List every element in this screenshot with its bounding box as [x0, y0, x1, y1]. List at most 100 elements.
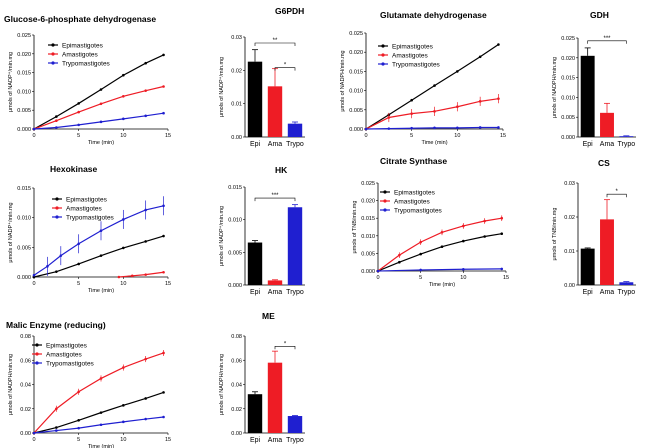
- gdh-line-series-point: [387, 127, 391, 130]
- gdh-bar-ytick-label: 0.020: [561, 56, 575, 62]
- gdh-line-series-line: [365, 98, 499, 130]
- cs-line-series-point: [440, 230, 444, 234]
- hk-line-series-point: [117, 275, 121, 279]
- gdh-line-series-line: [365, 44, 499, 130]
- cs-line-ytick-label: 0.020: [361, 199, 375, 205]
- gdh-line-series-point: [478, 100, 482, 103]
- hk-line-title: Hexokinase: [50, 164, 98, 174]
- hk-line-series-point: [46, 265, 49, 268]
- cs-line-ytick-label: 0.015: [361, 216, 375, 222]
- me-line-series-line: [33, 416, 164, 434]
- me-bar-significance-label: *: [284, 341, 287, 347]
- me-bar-chart: ME μmols of NADPH/min.mg 0.00 0.02 0.04 0.06 0…: [219, 311, 305, 444]
- g6pdh-bar-ytick-label: 0.03: [231, 35, 242, 41]
- cs-bar-title: CS: [598, 158, 610, 168]
- me-line-series-point: [144, 417, 147, 421]
- me-line-series-point: [99, 423, 103, 427]
- me-line-legend-label: Trypomastigotes: [46, 360, 95, 367]
- me-bar-bar-ama: [267, 362, 283, 433]
- gdh-line-series-point: [364, 127, 368, 131]
- me-line-series-point: [99, 377, 103, 380]
- gdh-bar-ylabel: μmols of NADPH/min.mg: [552, 57, 558, 118]
- me-bar-ylabel: μmols of NADPH/min.mg: [219, 354, 225, 415]
- g6pdh-line-chart: Glucose-6-phosphate dehydrogenase μmols o…: [4, 14, 171, 146]
- gdh-line-chart: Glutamate dehydrogenase μmols of NADPH/mi…: [340, 10, 506, 146]
- hk-line-series-point: [162, 204, 165, 208]
- hk-bar-bar-epi: [247, 242, 263, 285]
- g6pdh-line-legend-label: Epimastigotes: [62, 42, 104, 49]
- hk-line-xtick-label: 0: [32, 281, 35, 287]
- g6pdh-line-series-point: [122, 73, 125, 77]
- me-line-series-point: [162, 391, 165, 394]
- g6pdh-line-series-point: [122, 117, 125, 121]
- me-line-series-trypomastigotes: [32, 415, 165, 435]
- me-bar-category-label: Trypo: [286, 437, 304, 444]
- gdh-bar-bar-trypo: [619, 136, 634, 137]
- cs-line-series-point: [398, 260, 401, 264]
- hk-line-series-point: [99, 229, 103, 233]
- gdh-bar-ytick-label: 0.015: [561, 76, 575, 82]
- hk-line-series-point: [32, 273, 36, 277]
- hk-bar-chart: HK μmols of NADP⁺/min.mg 0.000 0.005 0.010 0.…: [218, 165, 305, 296]
- gdh-bar-chart: GDH μmols of NADPH/min.mg 0.000 0.005 0.010 0…: [552, 10, 636, 148]
- hk-line-series-point: [162, 234, 165, 238]
- gdh-line-series-point: [456, 126, 459, 130]
- cs-line-series-point: [398, 253, 401, 257]
- g6pdh-line-series-point: [77, 110, 80, 114]
- me-bar-title: ME: [262, 311, 275, 321]
- gdh-bar-category-label: Trypo: [618, 141, 636, 148]
- hk-line-series-trypomastigotes: [32, 196, 165, 277]
- cs-line-legend-label: Amastigotes: [394, 198, 431, 205]
- g6pdh-bar-bar-epi: [247, 61, 263, 137]
- gdh-line-series-point: [456, 70, 459, 73]
- gdh-line-series-point: [497, 126, 500, 129]
- gdh-bar-ytick-label: 0.025: [561, 36, 575, 42]
- g6pdh-bar-category-label: Epi: [250, 141, 261, 148]
- me-line-legend-marker: [35, 352, 39, 356]
- me-bar-ytick-label: 0.06: [231, 358, 242, 364]
- cs-line-series-point: [462, 267, 465, 271]
- cs-line-series-point: [500, 216, 504, 220]
- gdh-bar-ytick-label: 0.000: [561, 135, 575, 141]
- cs-line-legend-marker: [383, 199, 387, 203]
- g6pdh-bar-ylabel: μmols of NADP⁺/min.mg: [218, 57, 225, 117]
- hk-line-series-point: [77, 262, 80, 266]
- hk-line-series-point: [99, 254, 103, 257]
- gdh-line-series-point: [497, 97, 500, 100]
- g6pdh-bar-bar-trypo: [287, 123, 303, 137]
- g6pdh-bar-ytick-label: 0.00: [231, 135, 242, 141]
- g6pdh-line-series-point: [99, 102, 103, 106]
- gdh-line-legend-label: Epimastigotes: [392, 43, 434, 50]
- me-line-series-point: [162, 351, 165, 355]
- gdh-line-series-point: [497, 43, 500, 46]
- g6pdh-line-series-point: [55, 119, 58, 123]
- g6pdh-line-series-point: [55, 115, 58, 118]
- cs-line-legend-label: Trypomastigotes: [394, 207, 443, 214]
- me-line-series-point: [122, 366, 125, 369]
- gdh-line-ytick-label: 0.005: [349, 108, 363, 114]
- cs-line-ytick-label: 0.000: [361, 269, 375, 275]
- hk-line-series-point: [77, 242, 80, 246]
- cs-line-ytick-label: 0.005: [361, 251, 375, 257]
- cs-line-xtick-label: 15: [503, 275, 509, 281]
- me-bar-ytick-label: 0.08: [231, 334, 242, 340]
- me-line-series-point: [99, 411, 103, 414]
- gdh-line-ylabel: μmols of NADPH/min.mg: [340, 50, 346, 111]
- me-line-legend-label: Epimastigotes: [46, 342, 88, 349]
- me-line-xlabel: Time (min): [88, 444, 114, 448]
- me-bar-ytick-label: 0.00: [231, 431, 242, 437]
- hk-line-ytick-label: 0.000: [17, 275, 31, 281]
- me-line-series-point: [122, 404, 125, 407]
- cs-bar-ytick-label: 0.03: [564, 181, 575, 187]
- hk-bar-ytick-label: 0.005: [228, 250, 242, 256]
- gdh-bar-significance-bracket: [587, 40, 627, 44]
- cs-bar-ytick-label: 0.02: [564, 215, 575, 221]
- hk-line-series-point: [162, 270, 165, 274]
- hk-line-series-point: [122, 218, 125, 221]
- gdh-line-series-point: [478, 126, 482, 129]
- me-bar-bar-trypo: [287, 416, 303, 433]
- gdh-line-series-point: [478, 55, 482, 59]
- cs-bar-significance-bracket: [606, 193, 627, 198]
- g6pdh-line-ytick-label: 0.010: [17, 89, 31, 95]
- gdh-line-legend-label: Trypomastigotes: [392, 61, 441, 68]
